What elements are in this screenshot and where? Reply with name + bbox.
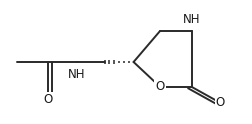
- Text: O: O: [216, 96, 225, 109]
- Text: NH: NH: [68, 68, 86, 81]
- Text: NH: NH: [183, 13, 200, 26]
- Text: O: O: [43, 93, 52, 106]
- Text: O: O: [155, 80, 165, 93]
